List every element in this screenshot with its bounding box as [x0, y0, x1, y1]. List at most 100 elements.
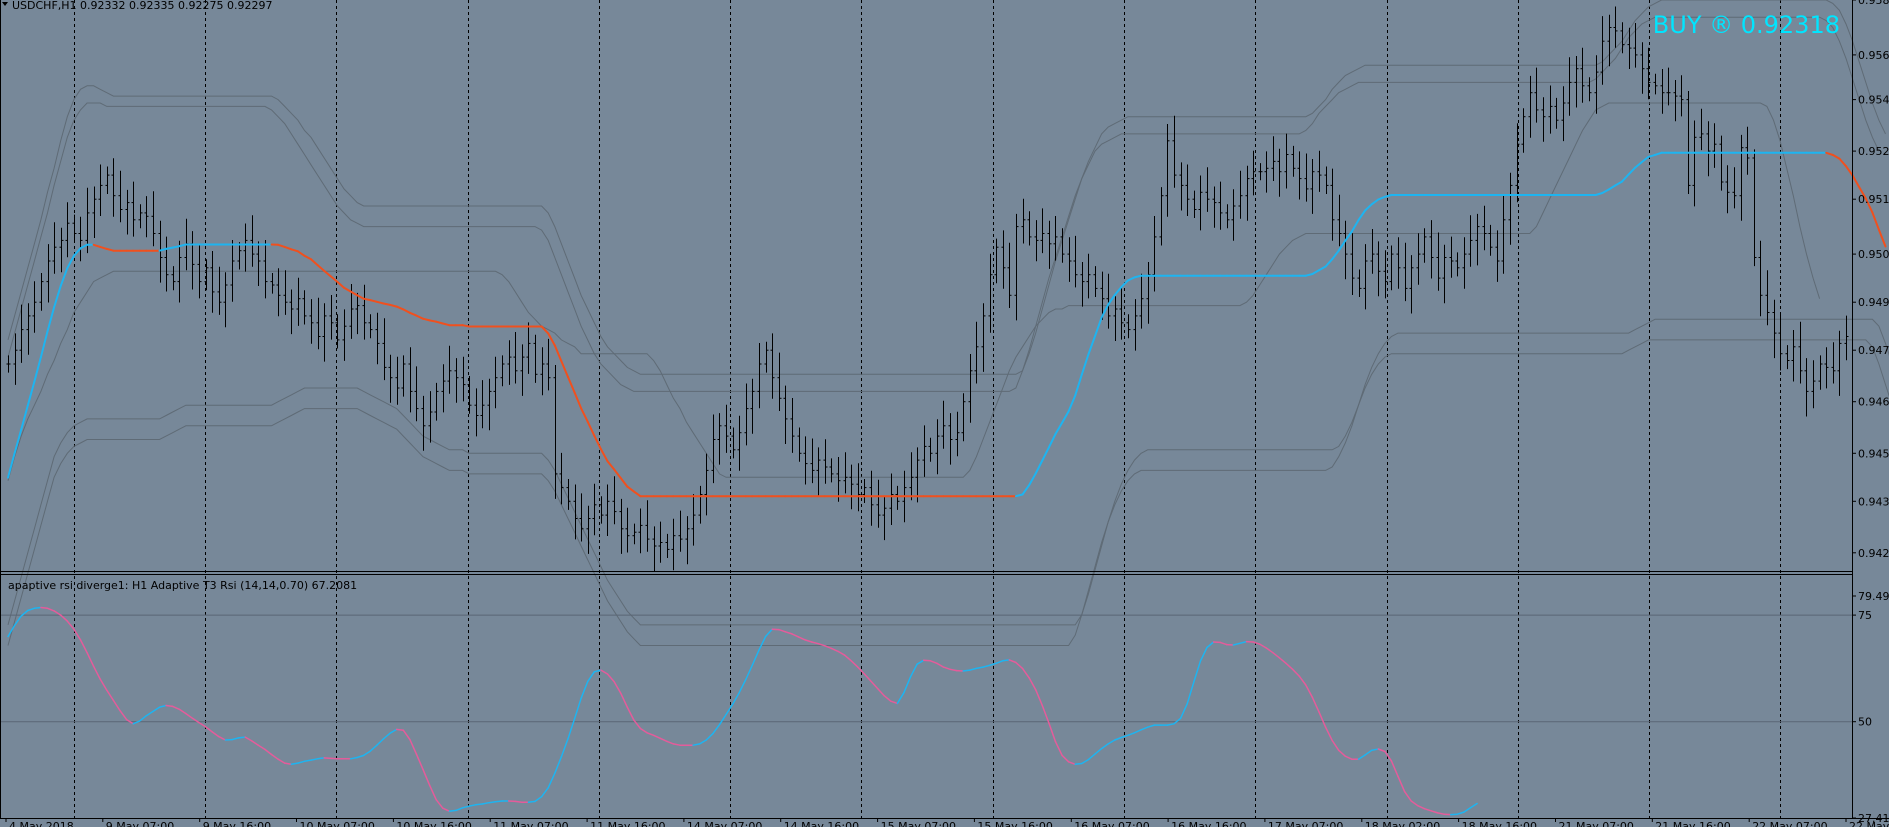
time-axis-label: 16 May 16:00	[1171, 820, 1246, 827]
adaptive-trend-segment	[323, 269, 332, 278]
adaptive-trend-segment	[1864, 197, 1874, 214]
rsi-line-segment	[1285, 662, 1294, 671]
time-axis-label: 22 May 16:00	[1849, 820, 1889, 827]
rsi-line-segment	[975, 666, 984, 670]
adaptive-trend-segment	[72, 247, 82, 257]
adaptive-trend-segment	[1034, 459, 1044, 475]
adaptive-trend-segment	[13, 428, 23, 455]
rsi-line-segment	[185, 712, 194, 720]
rsi-line-segment	[600, 669, 609, 675]
rsi-line-segment	[428, 784, 437, 801]
adaptive-trend-segment	[1825, 151, 1834, 156]
rsi-line-segment	[909, 663, 918, 678]
rsi-line-segment	[554, 755, 563, 775]
adaptive-trend-segment	[593, 434, 602, 451]
adaptive-trend-segment	[1858, 186, 1867, 200]
rsi-line-segment	[1311, 696, 1320, 713]
adaptive-trend-segment	[599, 448, 609, 463]
rsi-line-segment	[988, 662, 997, 667]
rsi-line-segment	[264, 748, 273, 756]
rsi-line-segment	[376, 738, 385, 746]
price-axis-label: 0.958	[1858, 0, 1889, 7]
adaptive-trend-segment	[1845, 165, 1854, 177]
rsi-line-segment	[863, 673, 872, 682]
rsi-line-segment	[982, 664, 991, 668]
rsi-line-segment	[1337, 749, 1347, 757]
price-axis: 0.958 0.956 0.954 0.952 0.951 0.950 0.949 0.947…	[1852, 0, 1889, 560]
rsi-line-segment	[1094, 747, 1103, 755]
time-axis-label: 17 May 07:00	[1268, 820, 1343, 827]
adaptive-trend-segment	[329, 275, 339, 283]
rsi-line-segment	[1390, 760, 1399, 778]
rsi-line-segment	[237, 736, 246, 739]
rsi-line-segment	[1034, 688, 1044, 707]
rsi-line-segment	[1074, 762, 1083, 766]
indicator-panel[interactable]	[0, 574, 1852, 818]
rsi-line-segment	[514, 800, 523, 804]
rsi-line-segment	[1107, 739, 1116, 745]
rsi-line-segment	[652, 734, 661, 740]
adaptive-trend-segment	[1871, 211, 1880, 231]
rsi-line-segment	[810, 641, 820, 645]
adaptive-trend-segment	[395, 305, 405, 311]
adaptive-trend-segment	[33, 356, 42, 383]
signal-label: BUY ® 0.92318	[1653, 11, 1840, 39]
rsi-line-segment	[784, 631, 793, 635]
rsi-line-segment	[1186, 681, 1195, 705]
rsi-line-segment	[573, 697, 582, 720]
rsi-line-segment	[112, 699, 121, 712]
adaptive-trend-segment	[540, 325, 550, 335]
rsi-line-segment	[362, 750, 372, 757]
rsi-line-segment	[824, 645, 833, 650]
adaptive-trend-segment	[382, 302, 392, 306]
rsi-line-segment	[633, 719, 642, 730]
rsi-line-segment	[1146, 724, 1156, 728]
price-axis-label: 0.946	[1858, 396, 1889, 409]
adaptive-trend-line	[7, 151, 1887, 498]
collapse-triangle-icon[interactable]	[2, 2, 8, 6]
main-title: USDCHF,H1 0.92332 0.92335 0.92275 0.9229…	[12, 0, 273, 12]
adaptive-trend-segment	[441, 322, 451, 327]
rsi-line-segment	[270, 753, 279, 760]
rsi-line-segment	[1423, 807, 1432, 812]
rsi-line-segment	[250, 740, 260, 746]
rsi-line-segment	[896, 691, 905, 705]
adaptive-trend-segment	[1594, 192, 1604, 196]
rsi-line-segment	[1015, 661, 1024, 670]
rsi-line-segment	[290, 762, 299, 766]
rsi-line-segment	[395, 728, 405, 731]
rsi-line-segment	[422, 768, 431, 786]
rsi-axis-label: 50	[1858, 716, 1872, 729]
adaptive-trend-segment	[1370, 198, 1380, 206]
rsi-line-segment	[1469, 802, 1478, 809]
adaptive-trend-segment	[1331, 249, 1340, 261]
adaptive-trend-segment	[1021, 484, 1031, 496]
time-axis-label: 9 May 07:00	[106, 820, 174, 827]
adaptive-trend-segment	[336, 280, 345, 289]
time-axis-label: 11 May 16:00	[590, 820, 665, 827]
rsi-line-segment	[1166, 723, 1175, 726]
adaptive-trend-segment	[369, 299, 378, 303]
rsi-axis-label: 27.41	[1858, 812, 1889, 825]
main-price-panel[interactable]	[0, 0, 1852, 570]
rsi-line-segment	[86, 651, 95, 668]
rsi-line-segment	[1278, 657, 1287, 665]
adaptive-trend-segment	[296, 250, 306, 257]
envelope-band-line	[7, 16, 1880, 392]
rsi-line-segment	[79, 639, 88, 654]
price-axis-label: 0.950	[1858, 248, 1889, 261]
rsi-line-segment	[1436, 812, 1445, 815]
adaptive-trend-segment	[1634, 161, 1643, 169]
rsi-line-segment	[1061, 754, 1070, 763]
adaptive-trend-segment	[461, 324, 471, 328]
adaptive-trend-segment	[547, 332, 556, 347]
rsi-line-segment	[890, 700, 899, 705]
rsi-line-segment	[1291, 668, 1300, 677]
rsi-line-segment	[474, 803, 484, 806]
adaptive-trend-segment	[46, 306, 56, 333]
rsi-line-segment	[580, 680, 589, 700]
rsi-line-segment	[857, 666, 866, 675]
rsi-line-segment	[1272, 651, 1281, 659]
price-axis-label: 0.952	[1858, 145, 1889, 158]
